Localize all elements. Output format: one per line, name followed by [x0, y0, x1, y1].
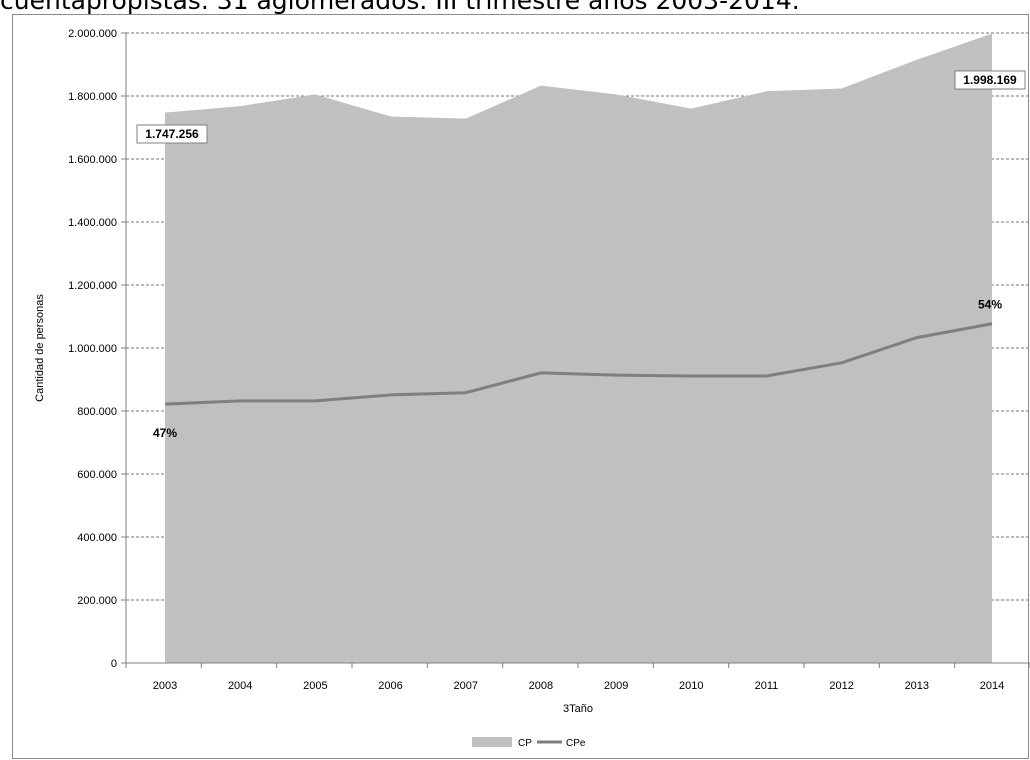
x-tick-label: 2010	[679, 680, 703, 692]
y-tick-label: 200.000	[77, 595, 117, 607]
x-tick-label: 2009	[604, 680, 628, 692]
legend-label-cpe: CPe	[566, 738, 586, 749]
axes	[121, 32, 1030, 668]
y-tick-label: 400.000	[77, 532, 117, 544]
data-label: 47%	[153, 426, 177, 440]
x-tick-label: 2011	[755, 680, 779, 692]
data-label-box	[954, 70, 1026, 90]
line-series-layer	[164, 322, 993, 406]
y-tick-label: 1.200.000	[68, 280, 117, 292]
x-tick-label: 2004	[228, 680, 252, 692]
line-series-cpe	[164, 322, 993, 406]
y-tick-label: 2.000.000	[68, 28, 117, 40]
area-series-layer	[165, 33, 992, 663]
chart-title: cuentapropistas. 31 aglomerados. III tri…	[0, 0, 800, 15]
x-tick-label: 2003	[153, 680, 177, 692]
data-label: 54%	[978, 298, 1002, 312]
tick-labels: 0 200.000 400.000 600.000 800.000 1.000.000 1.…	[68, 28, 1004, 692]
legend: CP CPe	[472, 737, 586, 749]
y-tick-label: 800.000	[77, 406, 117, 418]
legend-label-cp: CP	[518, 738, 532, 749]
y-tick-label: 1.400.000	[68, 217, 117, 229]
data-annotations: 1.747.256 1.998.169 47% 54%	[136, 70, 1026, 440]
x-tick-label: 2005	[303, 680, 327, 692]
x-tick-label: 2008	[529, 680, 553, 692]
x-tick-label: 2006	[378, 680, 402, 692]
y-axis-label: Cantidad de personas	[34, 294, 46, 402]
y-tick-label: 600.000	[77, 469, 117, 481]
x-tick-label: 2007	[453, 680, 477, 692]
data-label: 1.998.169	[963, 73, 1017, 87]
x-tick-label: 2014	[980, 680, 1004, 692]
area-series-cp	[165, 33, 992, 663]
y-tick-label: 1.600.000	[68, 154, 117, 166]
x-tick-label: 2013	[905, 680, 929, 692]
data-label: 1.747.256	[145, 127, 199, 141]
legend-swatch-cp	[472, 737, 512, 747]
data-label-box	[136, 124, 208, 144]
y-tick-label: 0	[111, 658, 117, 670]
y-tick-label: 1.000.000	[68, 343, 117, 355]
x-tick-label: 2012	[829, 680, 853, 692]
x-axis-label: 3Taño	[563, 703, 593, 715]
y-tick-label: 1.800.000	[68, 91, 117, 103]
